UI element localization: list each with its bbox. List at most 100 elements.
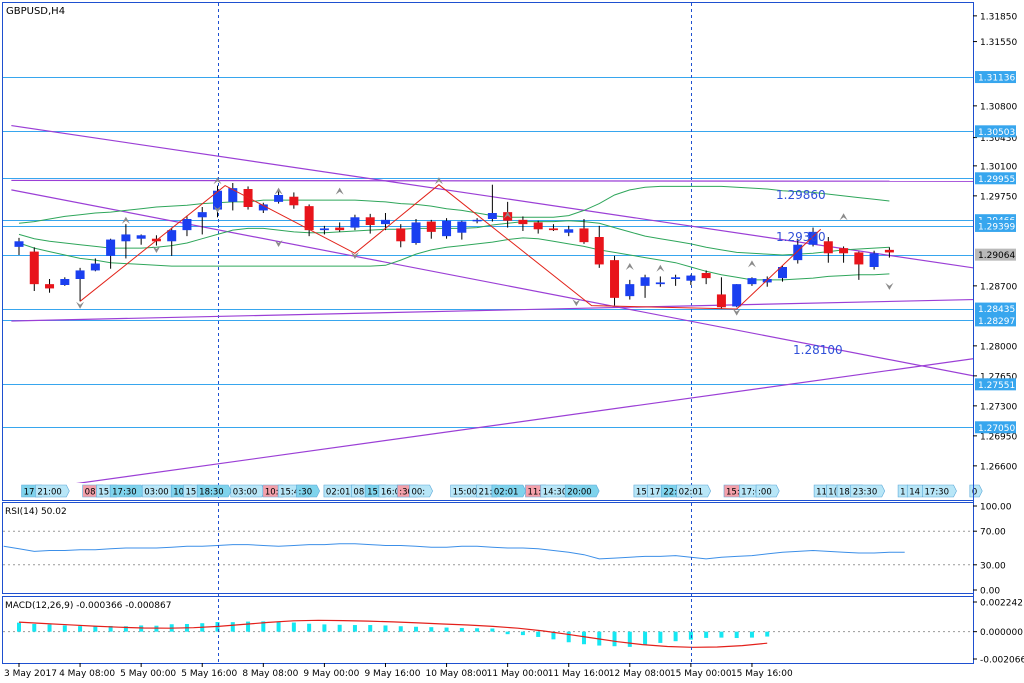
candle-bull [228, 188, 238, 202]
event-marker [296, 484, 320, 498]
macd-bar [643, 631, 648, 645]
candle-bull [732, 284, 742, 307]
event-markers-row: 17: 21:00 08: 15: 17:30 03:00 10:15: 18:30 03:00… [21, 484, 983, 498]
current-price-box [975, 248, 1016, 261]
level-price-box [975, 378, 1016, 391]
level-price-box [975, 71, 1016, 84]
macd-panel[interactable]: MACD(12,26,9) -0.000366 -0.000867 [2, 596, 974, 664]
macd-bar [337, 624, 342, 632]
level-price-label: 1.29955 [978, 175, 1015, 185]
event-marker-label: 00: [411, 488, 425, 498]
event-marker [196, 484, 232, 498]
level-price-box [975, 421, 1016, 434]
fractal-up-icon [839, 213, 848, 221]
price-tick-label: 1.31850 [980, 12, 1017, 22]
rsi-tick-label: 70.00 [980, 528, 1006, 538]
moving-average-line [18, 220, 890, 256]
macd-bar [93, 626, 98, 632]
macd-bar [627, 631, 632, 647]
candle-bull [640, 277, 650, 286]
event-marker-label: 08: [353, 488, 367, 498]
candle-bull [258, 204, 268, 211]
macd-bar [62, 625, 67, 632]
price-tick-label: 1.28000 [980, 342, 1017, 352]
event-marker-label: :00 [758, 488, 772, 498]
macd-bar [78, 626, 83, 632]
rsi-polyline [3, 543, 905, 560]
macd-bar [276, 622, 281, 632]
macd-bar [32, 623, 37, 632]
time-tick-label: 5 May 16:00 [181, 669, 237, 679]
price-tick-label: 1.29750 [980, 192, 1017, 202]
macd-tick-label: 0.000000 [980, 628, 1023, 638]
fractal-up-icon [121, 216, 130, 224]
event-marker [409, 484, 433, 498]
level-price-box [975, 125, 1016, 138]
event-marker-label: 18:3 [839, 488, 858, 498]
vertical-markers [218, 3, 692, 500]
fractal-down-icon [76, 301, 85, 309]
level-price-box [975, 302, 1016, 315]
trend-line [11, 298, 973, 322]
candle-bull [442, 220, 452, 237]
fractal-up-icon [335, 187, 344, 195]
macd-bar [551, 631, 556, 640]
fractal-down-icon [350, 252, 359, 259]
price-annotation: 1.29300 [776, 230, 826, 244]
fractal-up-icon [747, 260, 756, 268]
fractal-up-icon [274, 187, 283, 195]
candle-bull [564, 229, 574, 233]
candle-bull [747, 278, 757, 285]
event-marker-label: 17: [24, 488, 38, 498]
level-price-label: 1.31136 [978, 74, 1015, 84]
time-tick-label: 15 May 16:00 [731, 669, 793, 679]
candle-bull [75, 270, 85, 279]
event-marker-label: 14:30 [543, 488, 568, 498]
price-annotation: 1.28100 [793, 343, 843, 357]
macd-tick-label: 0.002242 [980, 599, 1023, 609]
price-tick-label: 1.27300 [980, 402, 1017, 412]
moving-average-line [18, 237, 890, 281]
candle-bear [884, 249, 894, 253]
fractal-up-icon [625, 263, 634, 270]
macd-bar [749, 631, 754, 638]
macd-label: MACD(12,26,9) -0.000366 -0.000867 [5, 601, 171, 611]
time-tick-label: 4 May 08:00 [59, 669, 115, 679]
level-price-box [975, 219, 1016, 232]
candle-bull [167, 230, 177, 242]
candle-bull [197, 212, 207, 218]
fractal-up-icon [656, 264, 665, 272]
candle-bear [548, 228, 558, 231]
price-tick-label: 1.26600 [980, 462, 1017, 472]
candle-bear [716, 294, 726, 308]
price-annotations: 1.29860 1.29300 1.28100 [776, 188, 843, 357]
candle-bull [90, 263, 100, 271]
rsi-panel[interactable]: RSI(14) 50.02 [2, 502, 974, 594]
event-marker-label: 16:00 [381, 488, 406, 498]
price-panel-frame [2, 2, 974, 501]
rsi-line [3, 543, 905, 560]
macd-bar [139, 625, 144, 632]
horizontal-levels [3, 77, 973, 428]
candle-bear [29, 251, 39, 285]
level-price-label: 1.29399 [978, 222, 1015, 232]
candle-bull [274, 195, 284, 202]
candle-bull [106, 239, 116, 256]
level-price-label: 1.28435 [978, 305, 1015, 315]
time-axis: 3 May 2017 4 May 08:00 5 May 00:00 5 May 16… [4, 663, 793, 679]
rsi-levels [3, 530, 973, 566]
price-axis: 1.31850 1.31550 1.30800 1.30430 1.30100 1.297… [973, 3, 1017, 663]
rsi-tick-label: 30.00 [980, 561, 1006, 571]
price-annotation: 1.29860 [776, 188, 826, 202]
event-marker-label: 23:30 [853, 488, 878, 498]
macd-bar [581, 631, 586, 645]
price-tick-label: 1.31550 [980, 38, 1017, 48]
price-tick-label: 1.30100 [980, 162, 1017, 172]
price-tick-label: 1.26950 [980, 432, 1017, 442]
candle-bear [289, 196, 299, 206]
event-marker-label: 17:30 [925, 488, 950, 498]
event-marker-label: 0 [972, 488, 977, 498]
event-marker [850, 484, 886, 498]
